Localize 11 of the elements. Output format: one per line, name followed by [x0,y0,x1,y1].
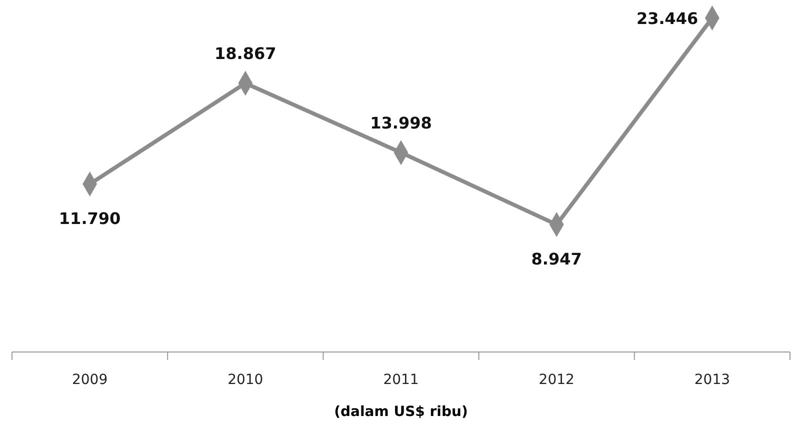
data-label: 13.998 [370,114,432,133]
x-axis-title: (dalam US$ ribu) [334,404,468,420]
x-tick-label: 2009 [72,372,108,388]
data-label: 8.947 [531,250,582,269]
x-tick-label: 2013 [694,372,730,388]
data-label: 18.867 [214,44,276,64]
data-label: 23.446 [636,9,698,28]
data-label: 11.790 [58,209,121,228]
x-tick-label: 2011 [383,372,419,388]
x-tick-label: 2012 [538,372,574,388]
x-tick-label: 2010 [228,372,264,388]
